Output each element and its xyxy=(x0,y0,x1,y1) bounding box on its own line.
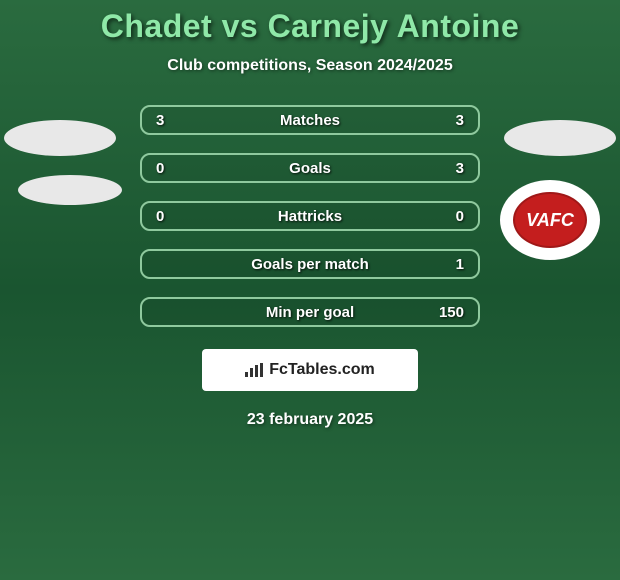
stat-label: Matches xyxy=(280,112,340,129)
stat-row: Goals per match 1 xyxy=(140,249,480,279)
stat-label: Goals xyxy=(289,160,331,177)
stat-label: Hattricks xyxy=(278,208,342,225)
stat-right-value: 1 xyxy=(456,256,464,273)
stat-left-value: 0 xyxy=(156,208,164,225)
stat-row: 0 Hattricks 0 xyxy=(140,201,480,231)
watermark-badge: FcTables.com xyxy=(202,349,418,391)
stat-row: 3 Matches 3 xyxy=(140,105,480,135)
stat-row: Min per goal 150 xyxy=(140,297,480,327)
stat-right-value: 150 xyxy=(439,304,464,321)
club-right-badge: VAFC xyxy=(500,180,600,260)
stat-right-value: 3 xyxy=(456,112,464,129)
player-left-avatar-bottom xyxy=(18,175,122,205)
stat-label: Min per goal xyxy=(266,304,354,321)
date-text: 23 february 2025 xyxy=(0,411,620,429)
bar-chart-icon xyxy=(245,363,263,377)
watermark-text: FcTables.com xyxy=(269,361,375,379)
stat-right-value: 0 xyxy=(456,208,464,225)
stat-right-value: 3 xyxy=(456,160,464,177)
subtitle: Club competitions, Season 2024/2025 xyxy=(0,57,620,75)
stat-left-value: 0 xyxy=(156,160,164,177)
page-title: Chadet vs Carnejy Antoine xyxy=(0,8,620,45)
stat-left-value: 3 xyxy=(156,112,164,129)
player-left-avatar-top xyxy=(4,120,116,156)
player-right-avatar-top xyxy=(504,120,616,156)
vafc-logo-icon: VAFC xyxy=(513,192,587,248)
stat-label: Goals per match xyxy=(251,256,369,273)
stat-row: 0 Goals 3 xyxy=(140,153,480,183)
